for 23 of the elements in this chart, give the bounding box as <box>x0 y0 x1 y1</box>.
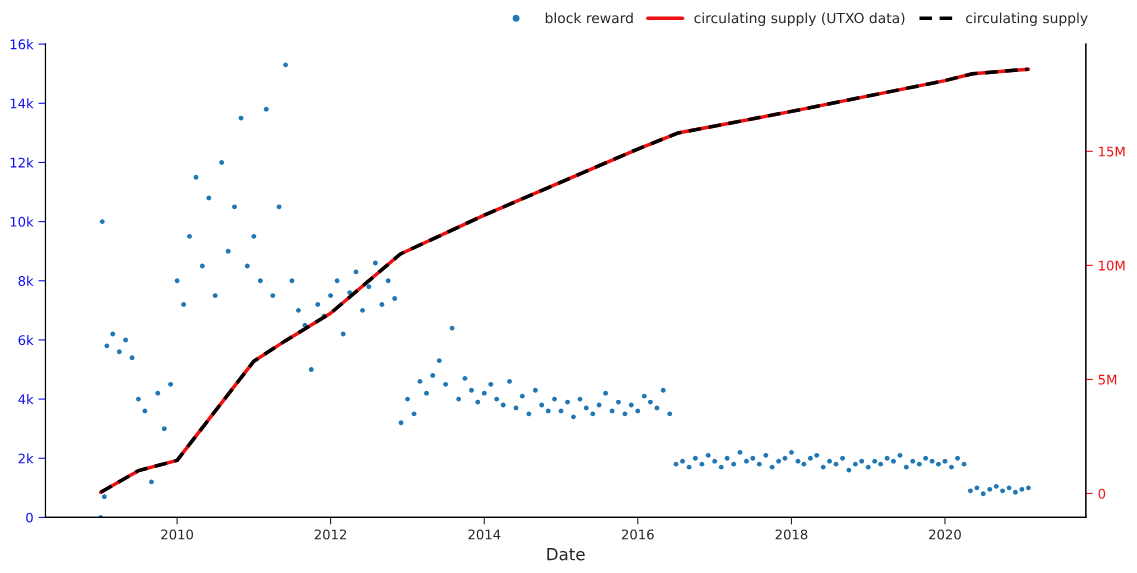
y2-tick-label: 0 <box>1098 488 1106 499</box>
legend-label: block reward <box>545 12 633 24</box>
y-tick-label: 4k <box>18 394 34 405</box>
y-tick-label: 0 <box>26 512 33 523</box>
x-axis-title: Date <box>547 548 585 561</box>
y2-tick-label: 15M <box>1099 146 1125 157</box>
y2-tick-label: 5M <box>1098 374 1117 385</box>
y-tick-label: 8k <box>18 275 34 286</box>
x-tick-label: 2010 <box>161 529 194 540</box>
x-tick-label: 2012 <box>314 529 347 540</box>
y-tick-label: 6k <box>18 334 34 346</box>
x-tick-label: 2014 <box>468 529 501 540</box>
y-tick-label: 12k <box>10 157 34 168</box>
y-tick-label: 2k <box>18 453 34 464</box>
x-tick-label: 2016 <box>621 529 654 540</box>
legend-label: circulating supply (UTXO data) <box>694 12 905 26</box>
y-tick-label: 16k <box>10 39 34 50</box>
y-tick-label: 14k <box>10 98 34 109</box>
y2-tick-label: 10M <box>1099 260 1125 271</box>
y-tick-label: 10k <box>10 216 34 227</box>
legend-label: circulating supply <box>966 12 1088 26</box>
x-tick-label: 2018 <box>775 529 808 540</box>
x-tick-label: 2020 <box>929 529 961 540</box>
